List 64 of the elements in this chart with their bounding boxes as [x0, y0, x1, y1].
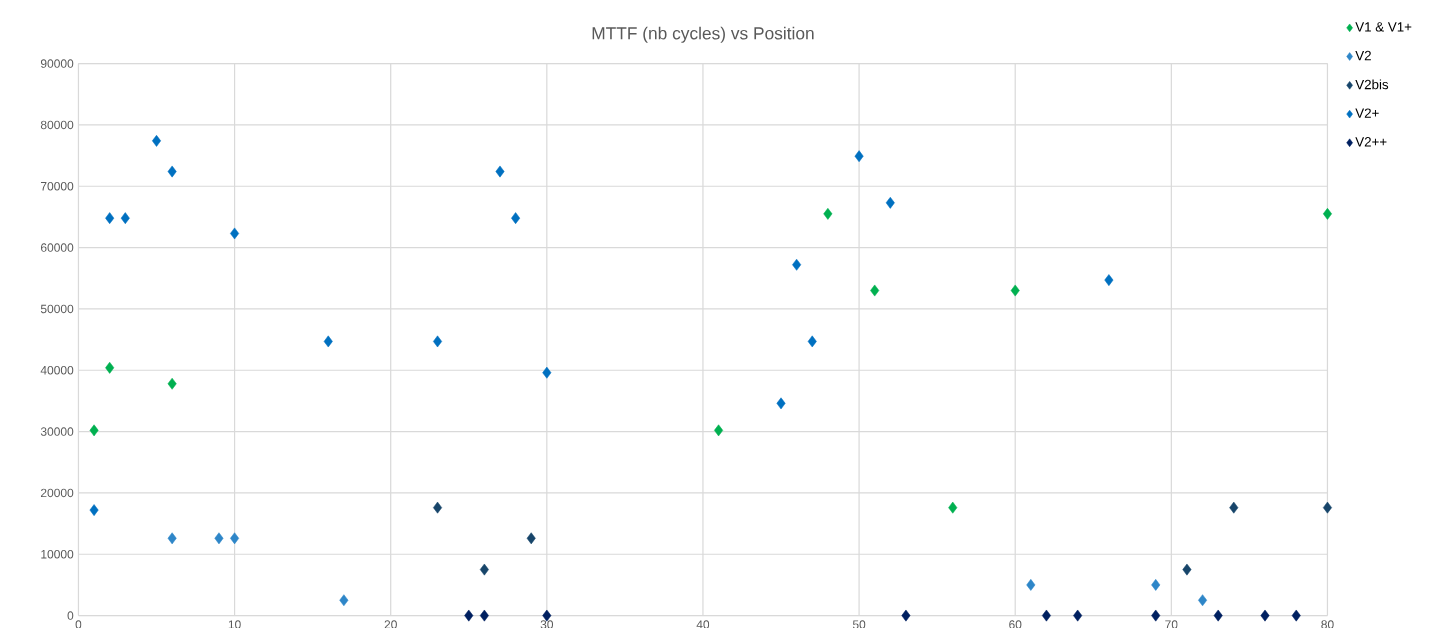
y-tick-label: 30000 — [40, 427, 74, 436]
point — [1322, 501, 1332, 514]
point — [948, 501, 958, 514]
legend-label: V2++ — [1355, 137, 1387, 147]
y-tick-label: 20000 — [40, 488, 74, 498]
point — [167, 532, 177, 545]
point — [885, 196, 895, 209]
point — [105, 361, 115, 374]
point — [526, 532, 536, 545]
point — [1182, 563, 1192, 576]
point — [433, 335, 443, 348]
point — [542, 366, 552, 379]
point — [323, 335, 333, 348]
x-tick-label: 30 — [540, 620, 554, 628]
point — [1151, 579, 1161, 591]
point — [214, 532, 224, 545]
legend-label: V2+ — [1355, 108, 1379, 118]
point — [230, 227, 240, 240]
point — [792, 258, 802, 271]
point — [433, 501, 443, 514]
chart-title: MTTF (nb cycles) vs Position — [592, 26, 814, 43]
point — [89, 424, 99, 437]
y-tick-label: 50000 — [40, 304, 74, 314]
legend-label: V2 — [1355, 50, 1371, 61]
point — [870, 284, 880, 297]
point — [1229, 501, 1239, 514]
point — [776, 397, 786, 410]
point — [807, 335, 817, 348]
point — [339, 594, 349, 607]
legend-label: V2bis — [1355, 79, 1389, 90]
y-tick-label: 70000 — [40, 182, 74, 191]
y-tick-label: 40000 — [40, 365, 74, 375]
point — [1322, 207, 1332, 220]
y-tick-label: 80000 — [40, 120, 74, 130]
point — [105, 212, 115, 225]
point — [89, 504, 99, 516]
x-tick-label: 40 — [696, 620, 710, 628]
y-tick-label: 60000 — [40, 243, 74, 252]
point — [1010, 284, 1020, 297]
point — [230, 532, 240, 545]
y-tick-label: 90000 — [40, 59, 74, 68]
point — [479, 563, 489, 576]
x-tick-label: 20 — [384, 620, 397, 628]
point — [511, 212, 521, 225]
legend-label: V1 & V1+ — [1355, 22, 1412, 32]
point — [120, 212, 130, 225]
y-tick-label: 0 — [67, 611, 74, 620]
x-tick-label: 80 — [1321, 620, 1334, 628]
point — [167, 377, 177, 390]
point — [1026, 579, 1036, 591]
point — [1104, 274, 1114, 286]
x-tick-label: 70 — [1165, 620, 1178, 628]
point — [854, 150, 864, 163]
point — [714, 424, 724, 437]
point — [1198, 594, 1208, 607]
x-tick-label: 0 — [75, 620, 82, 628]
x-tick-label: 60 — [1009, 620, 1022, 628]
x-tick-label: 10 — [228, 620, 241, 628]
point — [823, 207, 833, 220]
point — [167, 165, 177, 178]
point — [152, 135, 161, 147]
x-tick-label: 50 — [852, 620, 866, 628]
y-tick-label: 10000 — [41, 549, 74, 559]
point — [495, 165, 505, 178]
